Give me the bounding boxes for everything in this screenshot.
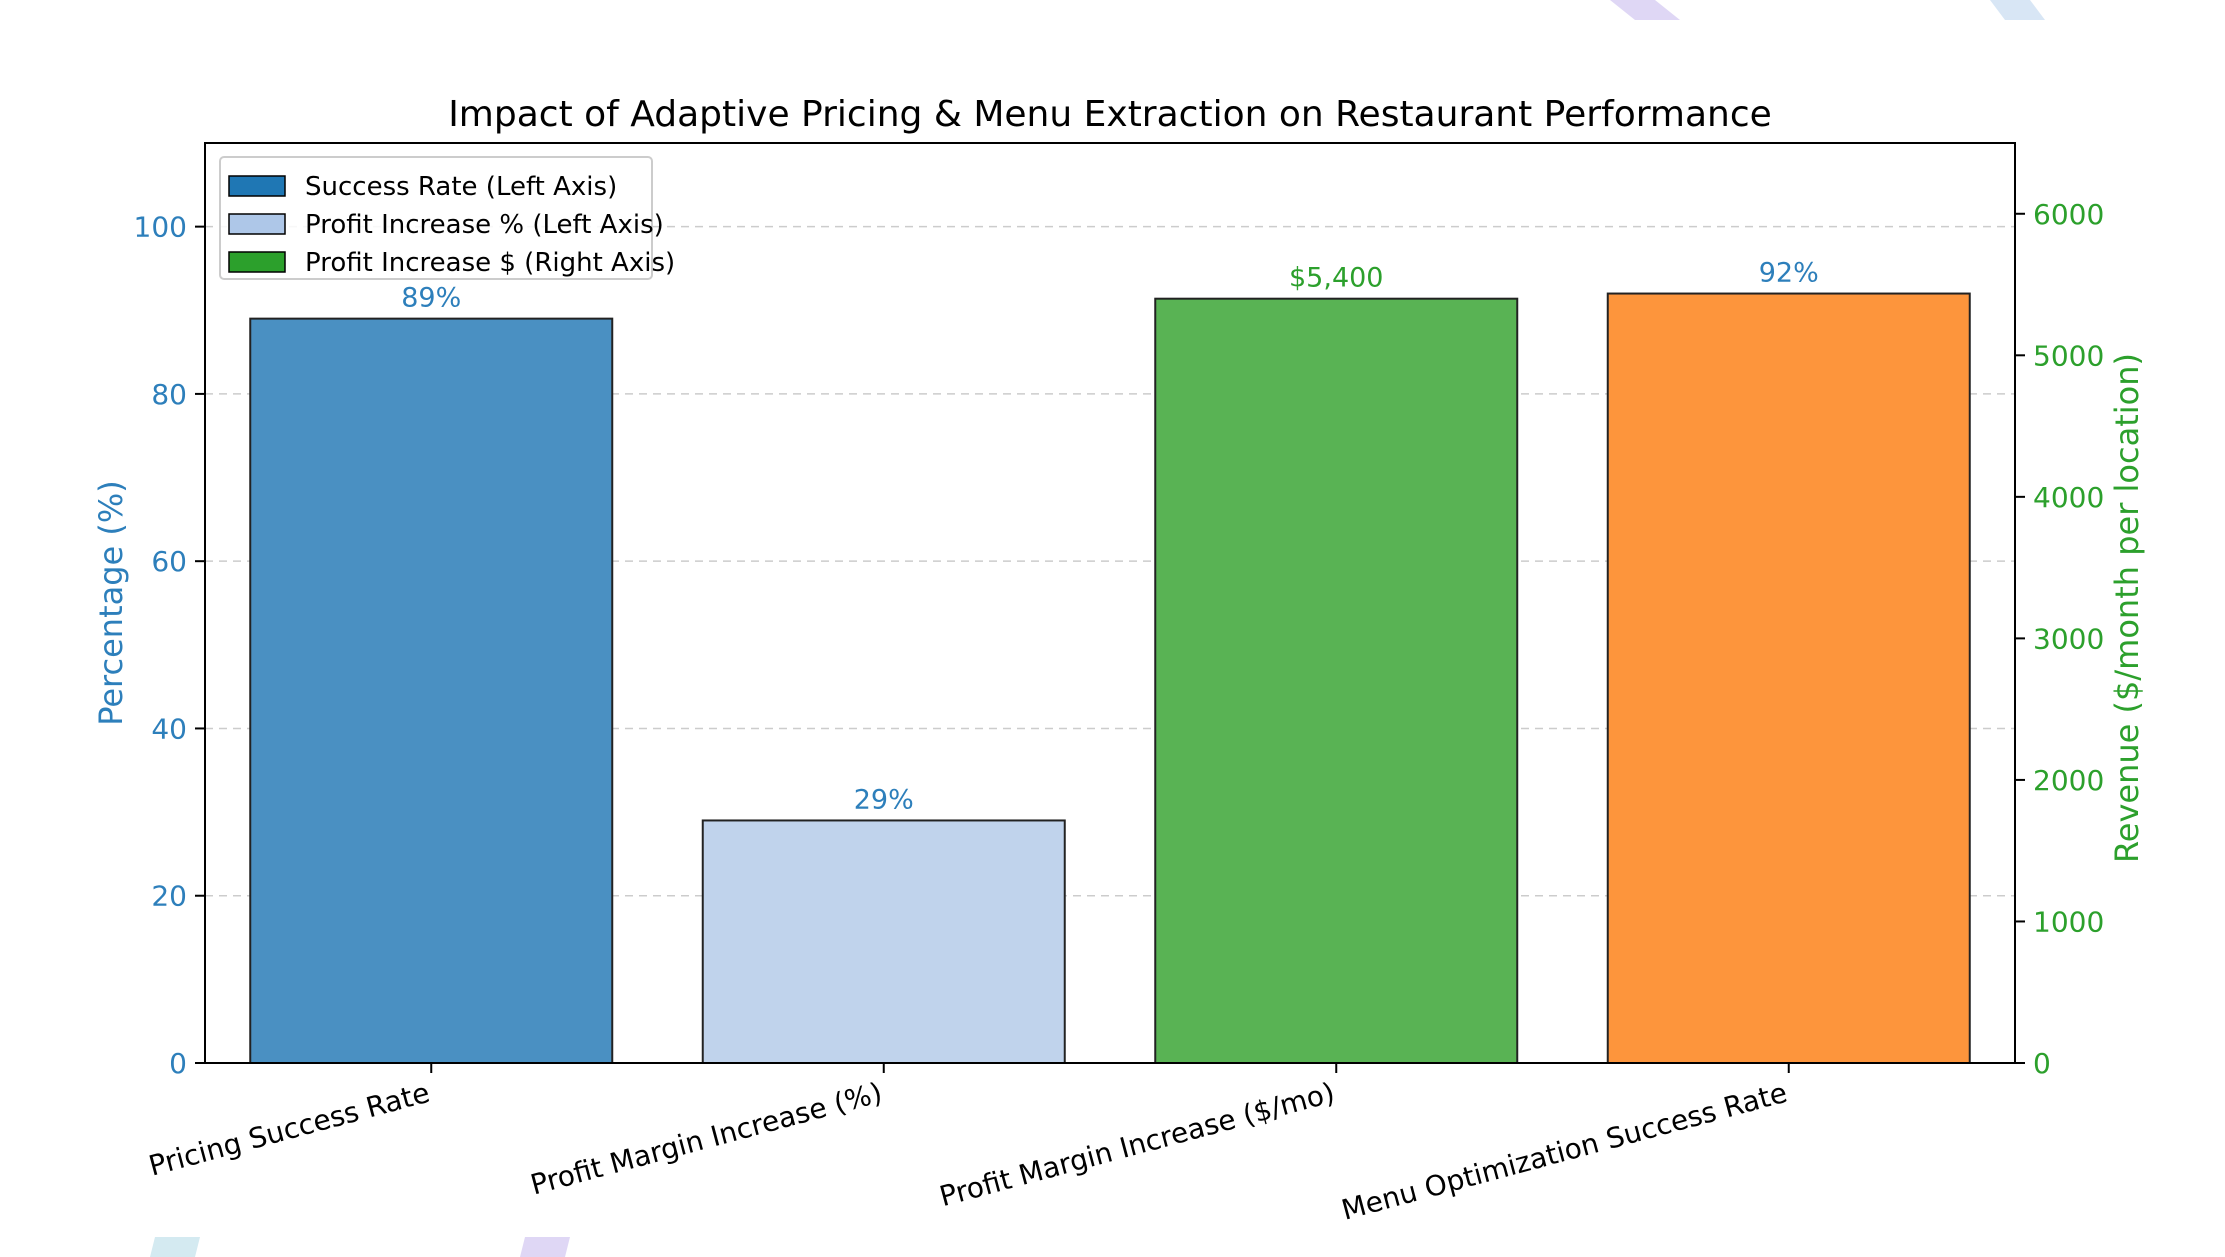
legend-swatch: [228, 175, 286, 197]
watermark-decoration: [150, 0, 2045, 1257]
left-axis-ticks: 0 20 40 60 80 100: [134, 211, 205, 1080]
left-tick-label: 0: [169, 1047, 187, 1080]
bar: [1154, 297, 1519, 1064]
bar: [701, 819, 1066, 1064]
right-tick-label: 6000: [2033, 198, 2104, 231]
x-tick-label: Profit Margin Increase ($/mo): [936, 1076, 1338, 1213]
legend-label: Profit Increase $ (Right Axis): [305, 248, 675, 278]
legend-box: [219, 156, 653, 280]
right-tick-label: 1000: [2033, 905, 2104, 938]
bar-value-label: $5,400: [1289, 263, 1383, 294]
legend-label: Success Rate (Left Axis): [305, 172, 617, 202]
legend-label: Profit Increase % (Left Axis): [305, 210, 664, 240]
plot-frame: [204, 142, 2016, 1064]
bar-value-label: 29%: [854, 784, 914, 815]
right-tick-label: 3000: [2033, 622, 2104, 655]
bars: [249, 292, 1971, 1064]
right-tick-label: 0: [2033, 1047, 2051, 1080]
left-tick-label: 100: [134, 211, 187, 244]
legend-swatch: [228, 213, 286, 235]
left-tick-label: 40: [151, 712, 187, 745]
bar-value-label: 89%: [401, 283, 461, 314]
x-tick-label: Pricing Success Rate: [145, 1076, 433, 1183]
right-axis-ticks: 0 1000 2000 3000 4000 5000 6000: [2015, 198, 2104, 1080]
value-labels: 89% 29% $5,400 92%: [401, 258, 1819, 816]
bar: [249, 317, 614, 1064]
right-axis-label: Revenue ($/month per location): [2108, 353, 2146, 863]
bar: [1606, 292, 1971, 1064]
x-tick-label: Menu Optimization Success Rate: [1338, 1076, 1790, 1227]
left-tick-label: 20: [151, 880, 187, 913]
x-tick-label: Profit Margin Increase (%): [527, 1076, 886, 1202]
right-tick-label: 2000: [2033, 764, 2104, 797]
legend-swatch: [228, 251, 286, 273]
legend: Success Rate (Left Axis) Profit Increase …: [219, 156, 675, 280]
left-tick-label: 60: [151, 545, 187, 578]
x-axis-ticks: Pricing Success Rate Profit Margin Increa…: [145, 1063, 1791, 1227]
chart-title: Impact of Adaptive Pricing & Menu Extrac…: [448, 94, 1772, 135]
left-axis-label: Percentage (%): [92, 480, 130, 726]
right-tick-label: 5000: [2033, 339, 2104, 372]
bar-value-label: 92%: [1759, 258, 1819, 289]
left-tick-label: 80: [151, 378, 187, 411]
right-tick-label: 4000: [2033, 481, 2104, 514]
